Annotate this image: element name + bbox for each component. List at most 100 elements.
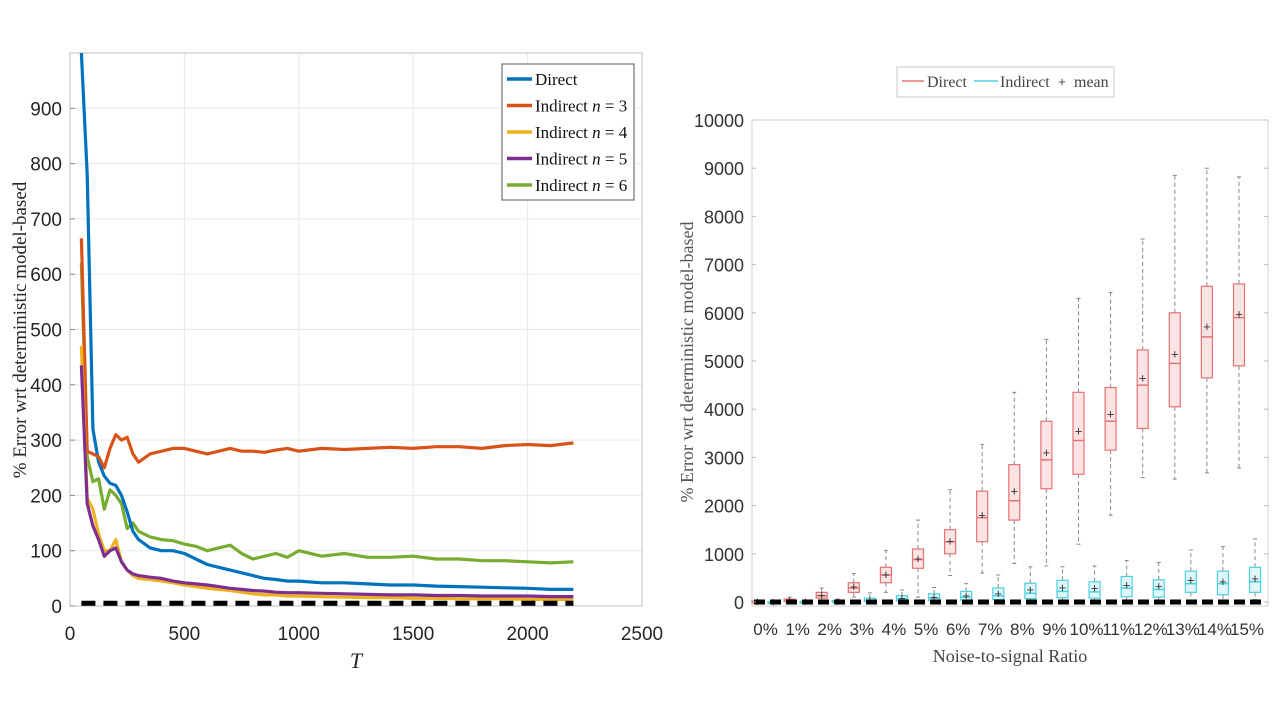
x-tick-label: 2% (817, 620, 842, 639)
box-direct-10pct: + (1072, 297, 1085, 545)
series-line-indirect-n-6 (79, 263, 574, 565)
box-direct-13pct: + (1168, 174, 1181, 480)
right-box-chart: ++++++++++++++++++++++++++++++++ 0100020… (677, 66, 1269, 666)
series-line-indirect-n-5 (79, 365, 574, 599)
series-line-indirect-n-4 (79, 346, 574, 602)
mean-marker: + (994, 586, 1002, 601)
mean-marker: + (882, 567, 890, 582)
mean-marker: + (1011, 484, 1019, 499)
x-tick-label: 8% (1010, 620, 1035, 639)
x-tick-label: 0 (65, 624, 76, 645)
box-direct-5pct: + (911, 519, 925, 598)
legend-mean-symbol: + (1058, 74, 1066, 89)
y-tick-label: 3000 (704, 448, 744, 468)
x-tick-label: 1% (785, 620, 810, 639)
x-tick-label: 14% (1198, 620, 1232, 639)
right-plot-frame (751, 119, 1269, 607)
right-y-axis-label: % Error wrt deterministic model-based (677, 222, 697, 503)
x-tick-label: 9% (1042, 620, 1067, 639)
mean-marker: + (978, 507, 986, 522)
box-direct-4pct: + (879, 549, 893, 593)
mean-marker: + (1043, 445, 1051, 460)
mean-marker: + (1107, 407, 1115, 422)
x-tick-label: 10% (1070, 620, 1104, 639)
x-tick-label: 500 (169, 624, 201, 645)
mean-marker: + (1123, 578, 1131, 593)
box-direct-7pct: + (976, 443, 989, 574)
x-tick-label: 1500 (392, 624, 434, 645)
box-direct-6pct: + (943, 489, 957, 576)
y-tick-label: 10000 (694, 111, 744, 131)
box-indirect-15pct: + (1248, 538, 1262, 601)
left-line-chart: 0 500 1000 1500 2000 2500 0 100 200 300 400 500 600 7… (10, 52, 663, 673)
y-tick-label: 200 (30, 486, 62, 507)
x-tick-label: 13% (1166, 620, 1200, 639)
left-tick-labels: 0 500 1000 1500 2000 2500 0 100 200 300 400 500 600 7… (30, 99, 663, 645)
y-tick-label: 800 (30, 155, 62, 176)
box-direct-3pct: + (847, 573, 860, 598)
right-x-axis-label: Noise-to-signal Ratio (933, 646, 1087, 666)
left-x-axis-label: T (350, 648, 364, 673)
y-tick-label: 9000 (704, 159, 744, 179)
box-indirect-8pct: + (1024, 566, 1037, 603)
x-tick-label: 5% (914, 620, 939, 639)
box-indirect-10pct: + (1088, 565, 1101, 603)
mean-marker: + (1139, 370, 1147, 385)
y-tick-label: 900 (30, 99, 62, 120)
box-indirect-7pct: + (992, 574, 1005, 603)
y-tick-label: 400 (30, 376, 62, 397)
mean-marker: + (1075, 423, 1083, 438)
legend-label: Indirect n = 6 (535, 176, 627, 195)
y-tick-label: 500 (30, 321, 62, 342)
mean-marker: + (1219, 574, 1227, 589)
box-direct-14pct: + (1200, 167, 1214, 474)
y-tick-label: 0 (51, 597, 62, 618)
x-tick-label: 12% (1134, 620, 1168, 639)
mean-marker: + (1059, 580, 1067, 595)
legend-label: Indirect n = 4 (535, 123, 628, 142)
x-tick-label: 7% (978, 620, 1003, 639)
right-boxes: ++++++++++++++++++++++++++++++++ (751, 167, 1262, 609)
x-tick-label: 6% (946, 620, 971, 639)
box-indirect-13pct: + (1184, 549, 1197, 602)
left-legend: Direct Indirect n = 3 Indirect n = 4 Indire… (501, 63, 635, 201)
x-tick-label: 3% (850, 620, 875, 639)
right-tick-labels: 0 1000 2000 3000 4000 5000 6000 7000 8000 9000 100… (694, 111, 1268, 639)
y-tick-label: 100 (30, 542, 62, 563)
x-tick-label: 4% (882, 620, 907, 639)
legend-direct-label: Direct (927, 74, 968, 91)
box-direct-11pct: + (1104, 292, 1117, 516)
box-direct-15pct: + (1232, 176, 1246, 469)
x-tick-label: 1000 (278, 624, 320, 645)
mean-marker: + (898, 591, 906, 606)
y-tick-label: 2000 (704, 497, 744, 517)
right-legend-box (896, 66, 1115, 98)
left-series-lines (79, 53, 574, 606)
box-direct-12pct: + (1136, 238, 1149, 479)
legend-label: Indirect n = 5 (535, 150, 627, 169)
y-tick-label: 5000 (704, 352, 744, 372)
series-line-direct (79, 53, 574, 592)
series-line-indirect-n-3 (79, 238, 574, 470)
x-tick-label: 0% (753, 620, 778, 639)
mean-marker: + (1171, 346, 1179, 361)
y-tick-label: 8000 (704, 207, 744, 227)
y-tick-label: 300 (30, 431, 62, 452)
y-tick-label: 4000 (704, 400, 744, 420)
box-indirect-11pct: + (1120, 560, 1133, 603)
mean-marker: + (946, 533, 954, 548)
mean-marker: + (914, 551, 922, 566)
y-tick-label: 7000 (704, 256, 744, 276)
left-y-axis-label: % Error wrt deterministic model-based (10, 181, 31, 478)
mean-marker: + (818, 587, 826, 602)
y-tick-label: 700 (30, 210, 62, 231)
x-tick-label: 2000 (506, 624, 548, 645)
mean-marker: + (962, 588, 970, 603)
legend-mean-label: mean (1074, 74, 1109, 91)
y-tick-label: 0 (734, 593, 744, 613)
mean-marker: + (850, 579, 858, 594)
y-tick-label: 6000 (704, 304, 744, 324)
legend-label: Indirect n = 3 (535, 97, 627, 116)
box-direct-9pct: + (1040, 338, 1053, 567)
mean-marker: + (1187, 572, 1195, 587)
